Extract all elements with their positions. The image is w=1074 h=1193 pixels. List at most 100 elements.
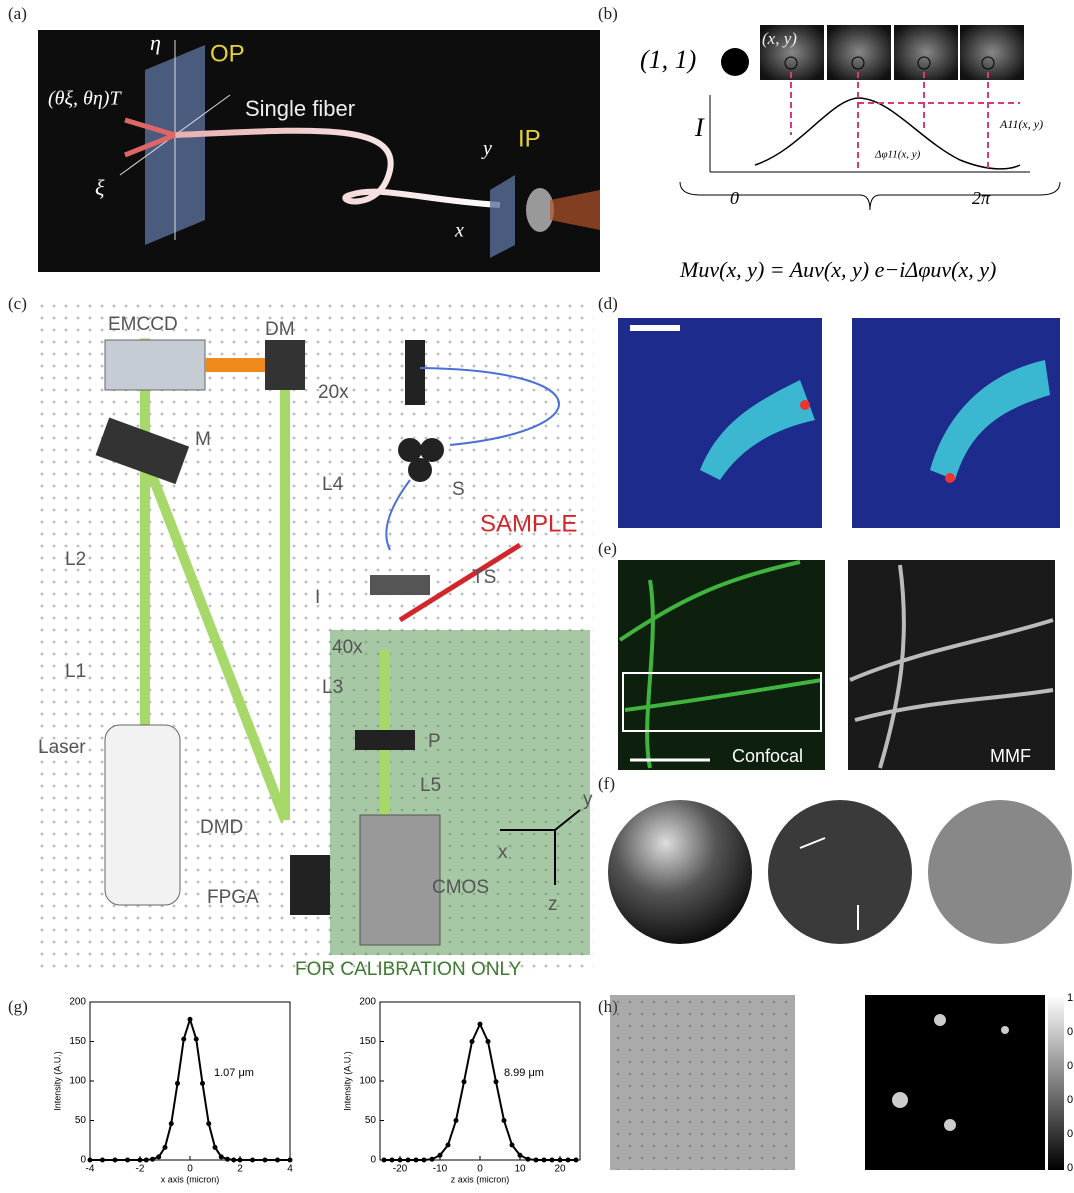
label: L1	[65, 661, 86, 682]
label: P	[428, 731, 441, 752]
label: S	[452, 479, 465, 500]
panel-label: (d)	[598, 294, 618, 313]
data-point	[534, 1158, 539, 1163]
panel-d	[618, 318, 1060, 528]
data-point	[446, 1142, 451, 1147]
x-axis-label: x axis (micron)	[161, 1174, 220, 1184]
y-tick-label: 0	[80, 1155, 86, 1166]
data-point	[414, 1158, 419, 1163]
label: Δφ11(x, y)	[874, 149, 921, 161]
label: Single fiber	[245, 96, 355, 121]
label: M	[195, 429, 211, 450]
data-point	[200, 1081, 205, 1086]
y-tick-label: 150	[359, 1036, 376, 1047]
label: 0	[730, 188, 739, 208]
data-point	[169, 1121, 174, 1126]
panel-label: (a)	[8, 4, 27, 23]
data-point	[238, 1158, 243, 1163]
panel-label: (g)	[8, 997, 28, 1016]
colorbar-label: 0	[1067, 1094, 1073, 1106]
y-tick-label: 100	[69, 1076, 86, 1087]
data-point	[206, 1121, 211, 1126]
x-tick-label: -4	[86, 1164, 95, 1175]
label: 20x	[318, 382, 349, 403]
panel-h	[610, 995, 1064, 1170]
label: L4	[322, 474, 344, 495]
label: Laser	[38, 737, 86, 758]
y-axis-label: Intensity (A.U.)	[52, 1051, 62, 1111]
data-point	[188, 1017, 193, 1022]
data-point	[175, 1081, 180, 1086]
data-point	[438, 1153, 443, 1158]
panel-e: Confocal MMF	[618, 560, 1055, 770]
panel-label: (b)	[598, 4, 618, 23]
x-tick-label: 20	[554, 1164, 566, 1175]
data-point	[219, 1154, 224, 1159]
panel-c: EMCCD DM 20x M L4 S SAMPLE L2 TS I 40x L…	[38, 300, 593, 980]
data-point	[422, 1158, 427, 1163]
label: y	[481, 138, 492, 160]
panel-f	[608, 800, 1072, 944]
data-point	[163, 1145, 168, 1150]
data-point	[558, 1158, 563, 1163]
data-point	[470, 1039, 475, 1044]
label: y	[583, 789, 593, 810]
colorbar-label: 0	[1067, 1026, 1073, 1038]
x-tick-label: 2	[237, 1164, 243, 1175]
data-point	[213, 1145, 218, 1150]
panel-b: (1, 1) (x, y) I A11(x, y) Δφ11(x, y) 0 2…	[640, 25, 1060, 282]
x-axis-label: z axis (micron)	[451, 1174, 510, 1184]
y-tick-label: 150	[69, 1036, 86, 1047]
data-point	[462, 1079, 467, 1084]
x-tick-label: -20	[393, 1164, 408, 1175]
label: OP	[210, 40, 245, 67]
label: L2	[65, 549, 86, 570]
label: η	[150, 30, 161, 55]
data-point	[288, 1158, 293, 1163]
data-point	[250, 1158, 255, 1163]
label: IP	[518, 125, 541, 152]
y-tick-label: 50	[365, 1115, 377, 1126]
colorbar-label: 0	[1067, 1128, 1073, 1140]
colorbar-label: 1	[1067, 992, 1073, 1004]
data-point	[518, 1153, 523, 1158]
label: CMOS	[432, 877, 489, 898]
data-point	[263, 1158, 268, 1163]
data-point	[542, 1158, 547, 1163]
data-point	[113, 1158, 118, 1163]
data-point	[225, 1157, 230, 1162]
label: x	[454, 220, 464, 242]
data-point	[502, 1118, 507, 1123]
data-point	[138, 1158, 143, 1163]
y-tick-label: 100	[359, 1076, 376, 1087]
data-point	[88, 1158, 93, 1163]
x-tick-label: 10	[514, 1164, 526, 1175]
data-point	[390, 1158, 395, 1163]
data-point	[406, 1158, 411, 1163]
data-point	[194, 1037, 199, 1042]
data-point	[486, 1039, 491, 1044]
y-tick-label: 200	[359, 997, 376, 1008]
data-point	[454, 1118, 459, 1123]
data-point	[510, 1142, 515, 1147]
colorbar-label: 0	[1067, 1162, 1073, 1174]
y-axis-label: Intensity (A.U.)	[342, 1051, 352, 1111]
fit-line	[90, 1019, 290, 1160]
data-point	[574, 1158, 579, 1163]
data-point	[231, 1158, 236, 1163]
data-point	[100, 1158, 105, 1163]
figure: (a) (b) (c) (d) (e) (f) (g) (h) η OP (θξ…	[0, 0, 1074, 1188]
label: TS	[472, 567, 496, 588]
data-point	[526, 1157, 531, 1162]
label: Confocal	[732, 746, 803, 766]
data-point	[144, 1158, 149, 1163]
label: (1, 1)	[640, 45, 696, 74]
data-point	[566, 1158, 571, 1163]
annotation: 8.99 μm	[504, 1067, 544, 1079]
label: I	[694, 113, 705, 142]
label: SAMPLE	[480, 510, 577, 537]
label: EMCCD	[108, 314, 178, 335]
label: MMF	[990, 746, 1031, 766]
y-tick-label: 50	[75, 1115, 87, 1126]
data-point	[275, 1158, 280, 1163]
